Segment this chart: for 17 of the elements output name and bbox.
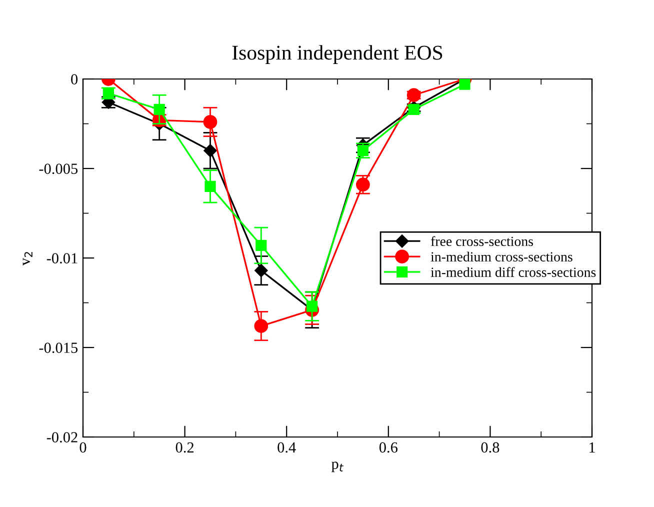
x-tick-label: 0 <box>80 442 86 453</box>
legend-label: free cross-sections <box>430 236 534 246</box>
x-tick-label: 0.6 <box>379 442 398 453</box>
y-tick-label: -0.015 <box>39 342 78 354</box>
x-tick-label: 0.4 <box>278 442 296 453</box>
chart-title: Isospin independent EOS <box>232 45 442 64</box>
x-tick-label: 0.2 <box>176 442 194 453</box>
y-tick-label: -0.005 <box>39 164 78 174</box>
y-tick-label: 0 <box>71 74 78 84</box>
y-axis-title: v$_{2}$ <box>22 252 32 266</box>
x-tick-label: 1 <box>590 442 595 452</box>
y-tick-label: -0.02 <box>46 432 78 443</box>
x-tick-label: 0.8 <box>481 442 500 453</box>
y-tick-label: -0.01 <box>46 253 78 264</box>
legend-label: in-medium cross-sections <box>430 252 572 262</box>
legend-label: in-medium diff cross-sections <box>430 267 596 277</box>
x-axis-title: p$_{t}$ <box>331 462 344 472</box>
